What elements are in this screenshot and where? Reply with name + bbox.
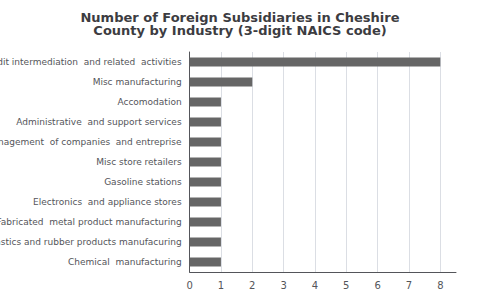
svg-text:Gasoline stations: Gasoline stations — [104, 177, 182, 187]
svg-text:0: 0 — [186, 280, 192, 291]
svg-text:Fabricated metal product manu: Fabricated metal product manufacturing — [0, 217, 182, 227]
svg-text:4: 4 — [312, 280, 318, 291]
svg-text:1: 1 — [218, 280, 224, 291]
svg-text:7: 7 — [406, 280, 412, 291]
svg-text:Number of Foreign Subsidiaries: Number of Foreign Subsidiaries in Cheshi… — [80, 10, 400, 25]
svg-text:6: 6 — [374, 280, 380, 291]
svg-text:5: 5 — [343, 280, 349, 291]
svg-text:Management of companies and: Management of companies and entreprise — [0, 137, 182, 147]
svg-text:2: 2 — [249, 280, 255, 291]
svg-text:Accomodation: Accomodation — [117, 97, 181, 107]
svg-text:Electronics and appliance sto: Electronics and appliance stores — [33, 197, 182, 207]
svg-text:3: 3 — [280, 280, 286, 291]
svg-text:Administrative and support se: Administrative and support services — [16, 117, 182, 127]
svg-text:8: 8 — [437, 280, 443, 291]
svg-text:County by Industry (3-digit NA: County by Industry (3-digit NAICS code) — [93, 23, 386, 38]
svg-text:Plastics and rubber products m: Plastics and rubber products manufacurin… — [0, 237, 182, 247]
svg-text:Misc manufacturing: Misc manufacturing — [93, 77, 182, 87]
svg-text:Credit intermediation and rel: Credit intermediation and related activi… — [0, 57, 182, 67]
svg-text:Chemical manufacturing: Chemical manufacturing — [68, 257, 182, 267]
svg-text:Misc store retailers: Misc store retailers — [96, 157, 182, 167]
